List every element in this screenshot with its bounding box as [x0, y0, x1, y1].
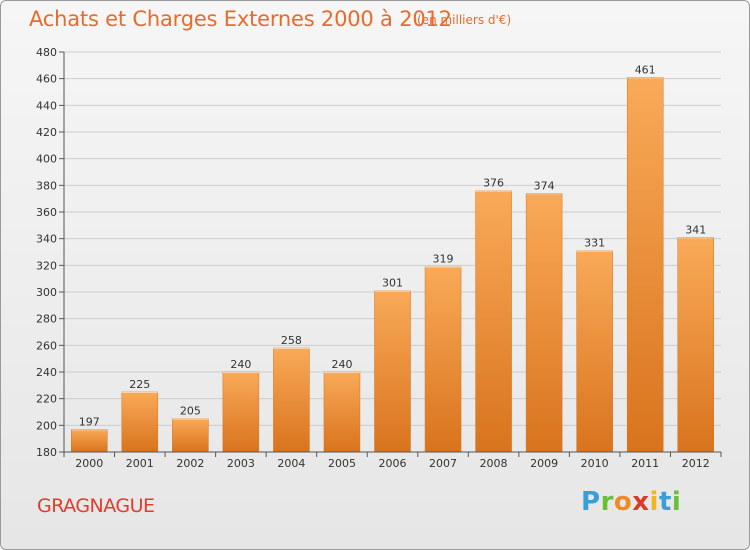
x-tick-label: 2010 — [581, 457, 609, 470]
data-label: 374 — [534, 179, 555, 192]
data-labels: 197 225 205 240 258 240 301 319 376 374 331 461 341 — [79, 63, 706, 428]
data-label: 225 — [129, 378, 150, 391]
x-tick-label: 2004 — [277, 457, 305, 470]
x-tick-label: 2003 — [227, 457, 255, 470]
logo-letter: i — [649, 487, 659, 517]
logo-letter: o — [613, 487, 633, 517]
bar — [626, 77, 664, 453]
data-label: 240 — [230, 358, 251, 371]
logo-letter: x — [632, 487, 650, 517]
bar — [71, 429, 108, 453]
y-tick-label: 320 — [36, 259, 57, 272]
logo-letter: t — [658, 487, 672, 517]
y-tick-label: 440 — [36, 99, 57, 112]
x-tick-label: 2005 — [328, 457, 356, 470]
y-tick-label: 340 — [36, 233, 57, 246]
x-tick-label: 2006 — [379, 457, 407, 470]
x-tick-label: 2007 — [429, 457, 457, 470]
y-tick-label: 460 — [36, 73, 57, 86]
bar — [677, 237, 714, 453]
data-label: 301 — [382, 277, 403, 290]
logo-letter: P — [581, 487, 601, 517]
data-label: 319 — [433, 253, 454, 266]
bars — [71, 77, 714, 453]
bar — [222, 371, 260, 453]
data-label: 331 — [584, 237, 605, 250]
bar — [323, 371, 361, 453]
axes: 180 200 220 240 260 280 300 320 340 360 380 400 420 4… — [36, 46, 722, 470]
bar — [273, 347, 310, 453]
data-label: 197 — [79, 415, 100, 428]
logo-letter: i — [671, 487, 682, 517]
y-tick-label: 300 — [36, 286, 57, 299]
bar — [374, 290, 411, 453]
chart-unit: (en milliers d'€) — [417, 13, 512, 27]
bar — [121, 391, 159, 453]
data-label: 376 — [483, 177, 504, 190]
y-tick-label: 480 — [36, 46, 57, 59]
commune-name: GRAGNAGUE — [37, 495, 155, 517]
bar — [576, 250, 613, 453]
bar — [424, 266, 462, 453]
y-tick-label: 200 — [36, 419, 57, 432]
y-tick-label: 420 — [36, 126, 57, 139]
y-tick-label: 380 — [36, 179, 57, 192]
y-tick-label: 280 — [36, 313, 57, 326]
logo-letter: r — [600, 487, 614, 517]
y-tick-label: 240 — [36, 366, 57, 379]
bar — [172, 418, 209, 453]
x-tick-label: 2011 — [631, 457, 659, 470]
x-tick-label: 2008 — [480, 457, 508, 470]
x-tick-label: 2000 — [75, 457, 103, 470]
y-tick-label: 400 — [36, 153, 57, 166]
data-label: 205 — [180, 405, 201, 418]
y-tick-label: 220 — [36, 393, 57, 406]
data-label: 258 — [281, 334, 302, 347]
x-tick-label: 2001 — [126, 457, 154, 470]
x-tick-label: 2012 — [682, 457, 710, 470]
data-label: 341 — [685, 223, 706, 236]
bar — [475, 190, 512, 453]
chart-title: Achats et Charges Externes 2000 à 2012 — [29, 7, 452, 31]
x-tick-label: 2009 — [530, 457, 558, 470]
proxiti-logo: Proxiti — [581, 487, 681, 517]
data-label: 461 — [635, 63, 656, 76]
y-tick-label: 180 — [36, 446, 57, 459]
y-tick-label: 260 — [36, 339, 57, 352]
x-tick-label: 2002 — [176, 457, 204, 470]
y-tick-label: 360 — [36, 206, 57, 219]
data-label: 240 — [331, 358, 352, 371]
bar — [525, 193, 563, 453]
